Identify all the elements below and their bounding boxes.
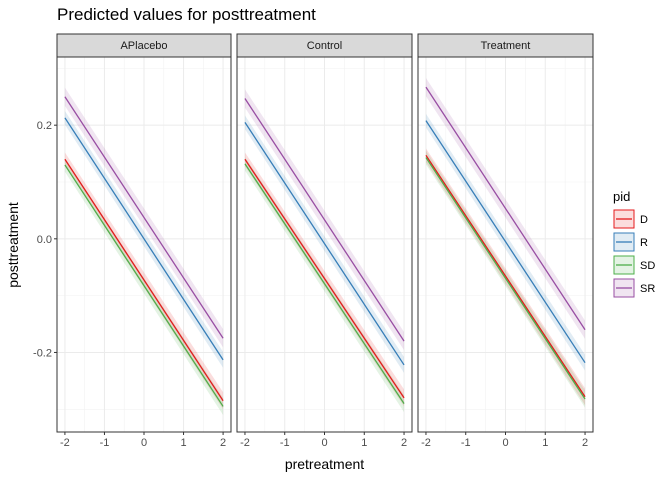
series-line-sd	[425, 157, 586, 400]
x-tick-label: 1	[361, 437, 367, 449]
legend-item-sr: SR	[613, 278, 655, 298]
panel-control: Control -2 -1 0 1 2	[236, 33, 413, 449]
facet-strip-label: Treatment	[481, 40, 531, 52]
x-tick-label: 0	[321, 437, 327, 449]
y-tick-label: -0.2	[33, 347, 52, 359]
series-line-sr	[244, 98, 405, 342]
legend-label: SD	[640, 260, 655, 272]
x-tick-label: -1	[280, 437, 290, 449]
series-line-sd	[244, 163, 405, 404]
series-line-sr	[64, 96, 224, 339]
x-tick-label: 1	[180, 437, 186, 449]
x-tick-label: -2	[60, 437, 70, 449]
x-axis-title: pretreatment	[285, 456, 364, 472]
legend-title: pid	[613, 189, 630, 204]
x-tick-label: 2	[582, 437, 588, 449]
x-tick-label: 1	[542, 437, 548, 449]
x-tick-label: 0	[141, 437, 147, 449]
series-line-d	[64, 158, 224, 402]
legend-item-r: R	[613, 232, 648, 252]
series-line-sr	[425, 86, 586, 331]
panel-aplacebo: APlacebo -2 -1 0 1 2 -0.2 0.0 0.2	[33, 33, 232, 449]
legend-label: SR	[640, 283, 655, 295]
x-tick-label: -2	[421, 437, 431, 449]
legend-item-sd: SD	[613, 255, 655, 275]
legend-label: D	[640, 214, 648, 226]
legend-item-d: D	[613, 209, 648, 229]
series-line-d	[244, 158, 405, 399]
x-tick-label: -1	[461, 437, 471, 449]
facet-strip-label: APlacebo	[120, 40, 167, 52]
legend-label: R	[640, 237, 648, 249]
facet-strip-label: Control	[307, 40, 342, 52]
series-line-sd	[64, 164, 224, 407]
series-line-r	[64, 117, 224, 361]
legend: pid DR SD SR	[613, 189, 655, 298]
series-line-d	[425, 154, 586, 398]
panel-treatment: Treatment -2 -1 0 1 2	[417, 33, 594, 449]
series-line-r	[425, 120, 586, 364]
y-axis-title: posttreatment	[5, 202, 21, 288]
y-tick-label: 0.0	[37, 234, 52, 246]
y-tick-label: 0.2	[37, 120, 52, 132]
x-tick-label: 2	[220, 437, 226, 449]
series-line-r	[244, 121, 405, 366]
x-tick-label: 2	[401, 437, 407, 449]
chart-title: Predicted values for posttreatment	[57, 5, 316, 24]
x-tick-label: 0	[502, 437, 508, 449]
x-tick-label: -2	[240, 437, 250, 449]
x-tick-label: -1	[100, 437, 110, 449]
